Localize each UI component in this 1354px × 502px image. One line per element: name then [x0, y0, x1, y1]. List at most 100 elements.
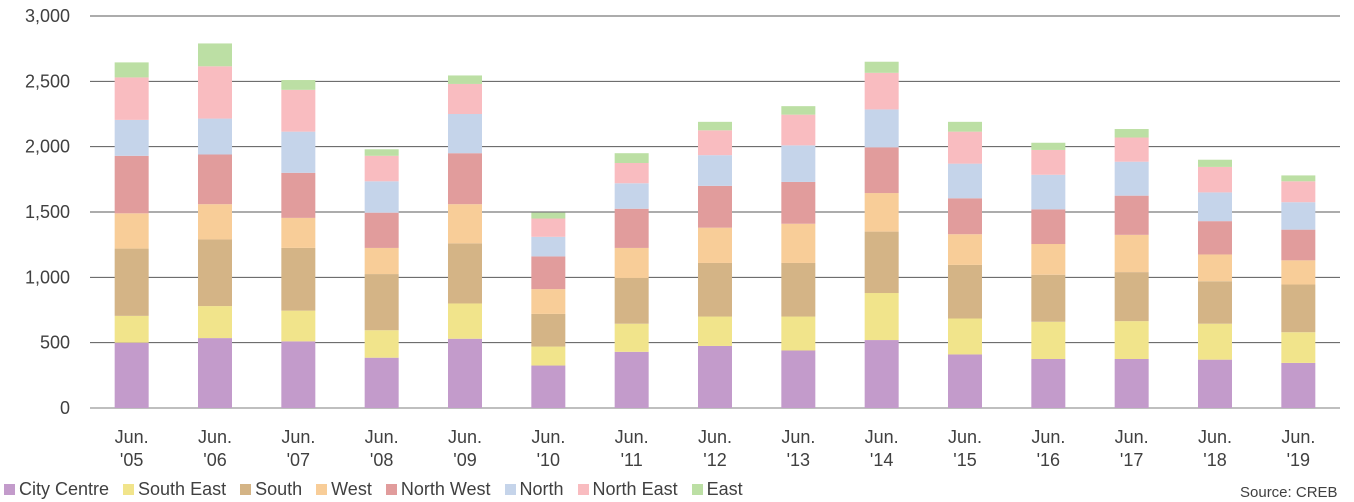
x-tick-label-month: Jun. [615, 427, 649, 447]
bar-segment [1031, 209, 1066, 245]
y-tick-label: 2,500 [25, 71, 70, 91]
bar-segment [531, 365, 566, 408]
bar-segment [614, 163, 649, 184]
bar-segment [281, 172, 316, 218]
bar-segment [281, 89, 316, 132]
bar-segment [614, 183, 649, 209]
bar-segment [1198, 281, 1232, 324]
bar-segment [198, 118, 232, 155]
y-tick-label: 0 [60, 398, 70, 418]
legend-item: North West [385, 479, 491, 500]
bar-segment [198, 239, 232, 307]
bars [114, 43, 1316, 408]
legend-swatch [577, 483, 589, 495]
bar-segment [198, 204, 232, 240]
y-axis-ticks: 0 500 1,000 1,500 2,000 2,500 3,000 [25, 6, 70, 418]
bar-segment [448, 83, 482, 114]
bar-segment [864, 72, 899, 110]
bar-segment [114, 342, 149, 408]
x-tick-label-month: Jun. [865, 427, 899, 447]
legend-item: North [504, 478, 564, 500]
bar-segment [1114, 272, 1149, 322]
bar-segment [698, 121, 732, 131]
bar-segment [531, 256, 566, 290]
bar-segment [948, 198, 982, 235]
bar-segment [364, 247, 399, 275]
bar-segment [198, 43, 232, 67]
x-tick-label-year: '16 [1037, 450, 1060, 470]
x-tick-label-year: '05 [120, 450, 143, 470]
bar-segment [531, 313, 566, 347]
x-tick-label-year: '12 [703, 450, 726, 470]
x-tick-label-month: Jun. [365, 427, 399, 447]
legend-label: North [519, 478, 564, 499]
bar-segment [1031, 359, 1066, 408]
bar-segment [1031, 321, 1066, 359]
bar-segment [1198, 192, 1232, 222]
bar-segment [448, 153, 482, 205]
bar-segment [364, 330, 399, 358]
bar-segment [948, 318, 982, 355]
x-tick-label-year: '07 [287, 450, 310, 470]
bar-segment [948, 131, 982, 164]
x-tick-label-year: '13 [787, 450, 810, 470]
bar-segment [1281, 229, 1316, 261]
bar-segment [1114, 129, 1149, 138]
bar-segment [114, 315, 149, 343]
x-tick-label-year: '15 [953, 450, 976, 470]
x-tick-label-year: '11 [621, 450, 643, 470]
x-tick-label-month: Jun. [115, 427, 149, 447]
bar-segment [948, 354, 982, 408]
bar-segment [698, 262, 732, 317]
y-tick-label: 2,000 [25, 137, 70, 157]
bar-segment [364, 181, 399, 213]
bar-segment [698, 345, 732, 408]
x-tick-label-month: Jun. [781, 427, 815, 447]
bar-segment [1198, 166, 1232, 193]
legend-label: South East [138, 478, 227, 499]
bar-segment [1114, 359, 1149, 408]
legend-item: West [316, 479, 372, 500]
legend-item: City Centre [4, 479, 109, 500]
bar-segment [198, 66, 232, 119]
legend-swatch [4, 483, 15, 495]
bar-segment [1281, 284, 1316, 333]
x-tick-label-month: Jun. [1281, 427, 1315, 447]
legend-swatch [504, 483, 516, 495]
bar-segment [1281, 332, 1316, 363]
bar-segment [1031, 274, 1066, 322]
bar-segment [1114, 195, 1149, 235]
bar-segment [281, 80, 316, 90]
bar-segment [781, 223, 816, 263]
bar-segment [281, 310, 316, 342]
legend: City Centre South East South West North West… [4, 478, 757, 500]
x-tick-label-year: '08 [370, 450, 393, 470]
bar-segment [531, 289, 566, 314]
bar-segment [614, 208, 649, 248]
bar-segment [1031, 142, 1066, 150]
x-tick-label-month: Jun. [448, 427, 482, 447]
bar-segment [614, 351, 649, 408]
bar-segment [448, 114, 482, 154]
bar-segment [1198, 359, 1232, 408]
bar-segment [864, 61, 899, 73]
bar-segment [364, 212, 399, 248]
bar-segment [948, 264, 982, 319]
bar-segment [1281, 202, 1316, 230]
x-tick-label-year: '14 [870, 450, 893, 470]
bar-segment [1281, 175, 1316, 182]
bar-segment [448, 338, 482, 408]
bar-segment [198, 154, 232, 205]
legend-swatch [240, 483, 252, 495]
bar-segment [1031, 174, 1066, 210]
x-tick-label-month: Jun. [698, 427, 732, 447]
bar-segment [114, 248, 149, 316]
bar-segment [114, 119, 149, 156]
x-axis-ticks: Jun. '05 Jun. '06 Jun. '07 Jun. '08 Jun. '09 Jun. '… [115, 427, 1316, 470]
bar-segment [531, 212, 566, 219]
x-tick-label-month: Jun. [1198, 427, 1232, 447]
source-note: Source: CREB [1240, 484, 1338, 501]
bar-segment [864, 109, 899, 148]
bar-segment [364, 155, 399, 182]
